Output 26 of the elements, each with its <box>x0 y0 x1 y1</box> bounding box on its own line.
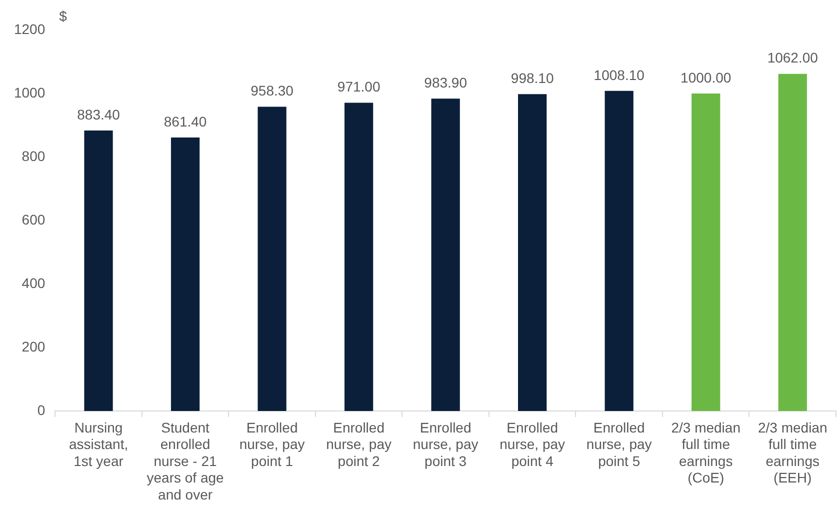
x-tick-label: Enrolled nurse, pay point 3 <box>412 419 478 469</box>
y-tick-label: 600 <box>22 211 46 228</box>
x-tick-label: Nursing assistant, 1st year <box>68 419 128 469</box>
x-tick-label: Enrolled nurse, pay point 4 <box>500 419 566 469</box>
data-label: 883.40 <box>77 106 120 122</box>
data-label: 958.30 <box>250 82 294 99</box>
y-tick-label: 400 <box>22 274 46 291</box>
y-tick-label: 0 <box>37 402 46 418</box>
x-tick-label: 2/3 median full time earnings (CoE) <box>671 419 740 486</box>
data-label: 998.10 <box>510 70 554 86</box>
y-tick-label: 1200 <box>14 20 46 37</box>
y-tick-label: 1000 <box>14 84 46 100</box>
data-label: 1008.10 <box>594 66 645 83</box>
data-label: 971.00 <box>337 78 380 95</box>
data-label: 1000.00 <box>680 69 732 86</box>
x-tick-label: Student enrolled nurse - 21 years of age and over <box>146 419 224 502</box>
x-tick-label: Enrolled nurse, pay point 2 <box>326 419 392 469</box>
y-tick-label: 800 <box>22 148 46 164</box>
data-label: 983.90 <box>424 74 468 90</box>
x-tick-label: Enrolled nurse, pay point 1 <box>239 419 305 469</box>
x-tick-label: Enrolled nurse, pay point 5 <box>586 419 652 469</box>
data-label: 1062.00 <box>767 50 818 66</box>
y-axis-title: $ <box>59 8 68 24</box>
y-tick-label: 200 <box>22 338 46 354</box>
x-tick-label: 2/3 median full time earnings (EEH) <box>758 419 828 486</box>
data-label: 861.40 <box>164 113 207 130</box>
